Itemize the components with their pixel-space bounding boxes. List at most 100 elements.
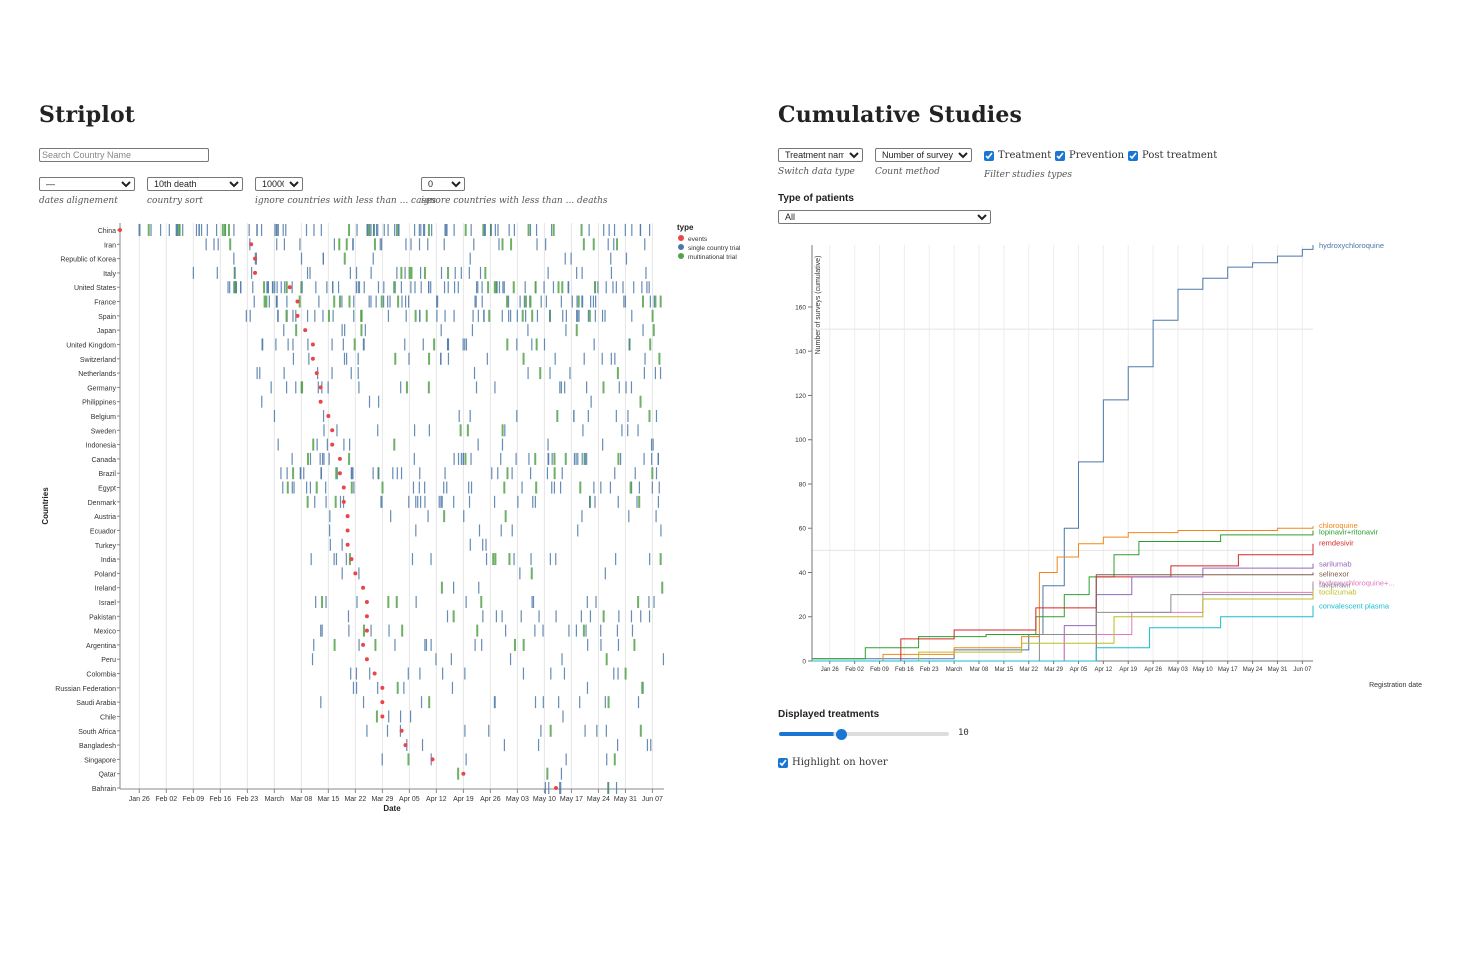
single-trial-mark bbox=[577, 452, 579, 465]
single-trial-mark bbox=[318, 295, 320, 308]
multinational-trial-mark bbox=[393, 281, 396, 294]
single-trial-mark bbox=[321, 452, 324, 465]
x-tick-label: Apr 26 bbox=[1144, 667, 1162, 673]
single-trial-mark bbox=[332, 309, 334, 322]
single-trial-mark bbox=[560, 767, 563, 780]
single-trial-mark bbox=[356, 596, 358, 608]
series-end-label: hydroxychloroquine+... bbox=[1319, 578, 1395, 587]
displayed-treatments-value: 10 bbox=[958, 728, 969, 738]
event-dot bbox=[303, 328, 308, 333]
event-dot bbox=[361, 585, 366, 590]
single-trial-mark bbox=[233, 224, 235, 236]
single-trial-mark bbox=[504, 424, 506, 437]
single-trial-mark bbox=[489, 224, 492, 236]
multinational-trial-mark bbox=[300, 281, 303, 294]
single-trial-mark bbox=[551, 481, 553, 494]
multinational-trial-mark bbox=[508, 553, 511, 566]
multinational-trial-mark bbox=[521, 309, 524, 322]
date-tick-label: Mar 29 bbox=[371, 796, 393, 803]
single-trial-mark bbox=[644, 238, 646, 251]
single-trial-mark bbox=[331, 367, 333, 380]
count-method-caption: Count method bbox=[875, 167, 940, 177]
single-trial-mark bbox=[477, 309, 479, 322]
single-trial-mark bbox=[513, 224, 515, 236]
date-tick-label: Mar 15 bbox=[317, 796, 339, 803]
filter-post-treatment[interactable]: Post treatment bbox=[1128, 150, 1217, 161]
country-label: Ireland bbox=[95, 586, 117, 593]
single-trial-mark bbox=[470, 452, 472, 465]
single-trial-mark bbox=[424, 638, 426, 651]
search-country-input[interactable] bbox=[39, 148, 209, 162]
single-trial-mark bbox=[419, 266, 422, 279]
single-trial-mark bbox=[420, 495, 422, 508]
country-label: Republic of Korea bbox=[60, 257, 116, 264]
single-trial-mark bbox=[479, 266, 482, 279]
single-trial-mark bbox=[454, 266, 456, 279]
multinational-trial-mark bbox=[447, 266, 450, 279]
single-trial-mark bbox=[558, 696, 560, 709]
displayed-treatments-slider[interactable] bbox=[779, 732, 949, 736]
single-trial-mark bbox=[175, 224, 177, 236]
cumulative-x-label: Registration date bbox=[1369, 682, 1422, 689]
single-trial-mark bbox=[415, 596, 417, 608]
single-trial-mark bbox=[182, 224, 184, 236]
date-tick-label: Apr 26 bbox=[480, 796, 501, 803]
single-trial-mark bbox=[576, 309, 578, 322]
single-trial-mark bbox=[513, 553, 515, 566]
single-trial-mark bbox=[515, 452, 517, 465]
single-trial-mark bbox=[618, 381, 620, 394]
single-trial-mark bbox=[581, 295, 583, 308]
multinational-trial-mark bbox=[641, 295, 644, 308]
multinational-trial-mark bbox=[425, 309, 428, 322]
filter-prevention[interactable]: Prevention bbox=[1055, 150, 1124, 161]
single-trial-mark bbox=[477, 281, 479, 294]
country-sort-select[interactable]: 10th death bbox=[147, 177, 243, 191]
single-trial-mark bbox=[418, 481, 420, 494]
single-trial-mark bbox=[266, 281, 268, 294]
patients-select[interactable]: All bbox=[778, 210, 991, 224]
count-method-select[interactable]: Number of surveys bbox=[875, 148, 972, 162]
single-trial-mark bbox=[358, 638, 360, 651]
single-trial-mark bbox=[380, 238, 383, 251]
filter-prevention-checkbox[interactable] bbox=[1055, 150, 1065, 161]
single-trial-mark bbox=[562, 309, 564, 322]
min-deaths-select[interactable]: 0 bbox=[421, 177, 465, 191]
single-trial-mark bbox=[427, 238, 429, 251]
single-trial-mark bbox=[630, 381, 633, 394]
single-trial-mark bbox=[368, 295, 370, 308]
multinational-trial-mark bbox=[286, 481, 289, 494]
single-trial-mark bbox=[277, 224, 279, 236]
multinational-trial-mark bbox=[457, 767, 460, 780]
filter-treatment[interactable]: Treatment bbox=[984, 150, 1051, 161]
single-trial-mark bbox=[383, 295, 385, 308]
event-dot bbox=[118, 228, 122, 232]
series-end-label: convalescent plasma bbox=[1319, 602, 1390, 611]
filter-treatment-checkbox[interactable] bbox=[984, 150, 994, 161]
single-trial-mark bbox=[386, 724, 389, 737]
multinational-trial-mark bbox=[343, 252, 346, 265]
country-label: Colombia bbox=[86, 672, 116, 679]
date-tick-label: May 10 bbox=[533, 796, 556, 803]
single-trial-mark bbox=[404, 338, 406, 351]
single-trial-mark bbox=[613, 224, 616, 236]
single-trial-mark bbox=[358, 567, 360, 580]
multinational-trial-mark bbox=[397, 295, 400, 308]
highlight-hover[interactable]: Highlight on hover bbox=[778, 757, 888, 768]
single-trial-mark bbox=[561, 653, 563, 666]
data-type-select[interactable]: Treatment name bbox=[778, 148, 863, 162]
dates-alignment-select[interactable]: — bbox=[39, 177, 135, 191]
single-trial-mark bbox=[594, 495, 596, 508]
multinational-trial-mark bbox=[639, 724, 642, 737]
highlight-hover-checkbox[interactable] bbox=[778, 757, 788, 768]
filter-post-treatment-checkbox[interactable] bbox=[1128, 150, 1138, 161]
single-trial-mark bbox=[571, 295, 573, 308]
single-trial-mark bbox=[469, 538, 471, 551]
single-trial-mark bbox=[522, 667, 525, 680]
multinational-trial-mark bbox=[492, 553, 495, 566]
single-trial-mark bbox=[562, 710, 564, 723]
min-cases-select[interactable]: 10000 bbox=[255, 177, 303, 191]
single-trial-mark bbox=[373, 224, 375, 236]
single-trial-mark bbox=[654, 367, 656, 380]
multinational-trial-mark bbox=[602, 610, 605, 623]
multinational-trial-mark bbox=[327, 309, 330, 322]
